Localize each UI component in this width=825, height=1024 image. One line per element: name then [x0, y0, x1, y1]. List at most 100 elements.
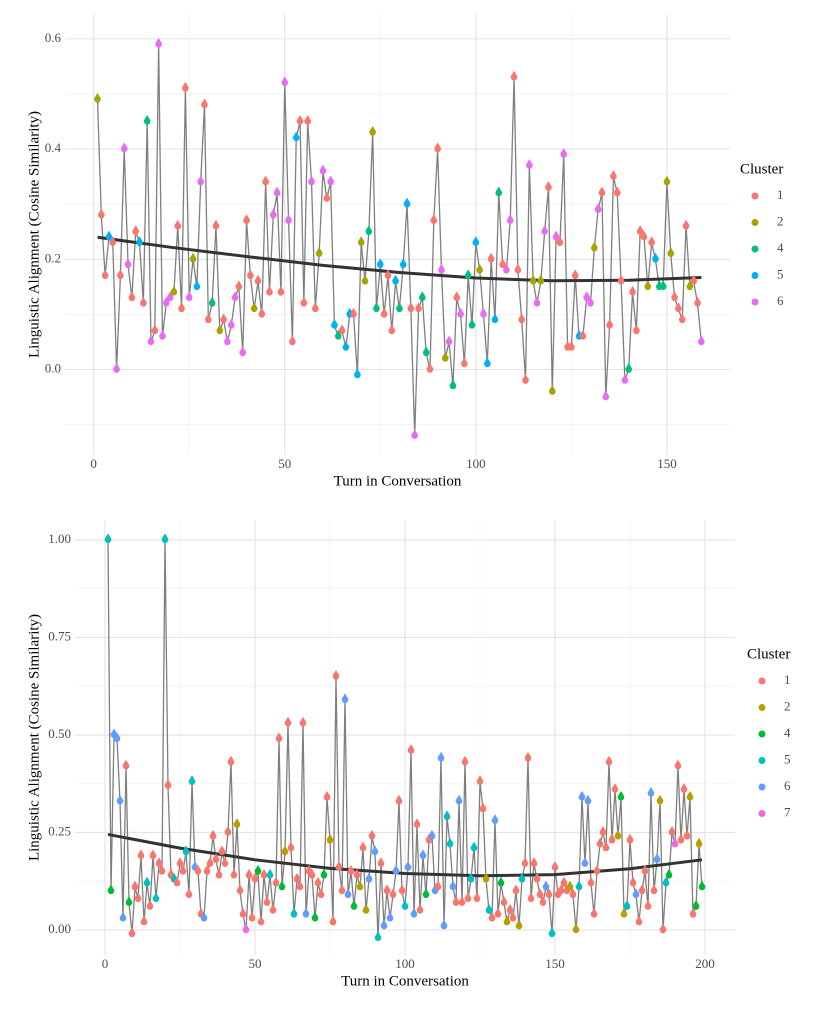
point	[472, 239, 480, 246]
point	[270, 212, 277, 219]
point	[698, 883, 706, 891]
point	[539, 899, 547, 906]
point	[476, 267, 483, 274]
point	[587, 880, 595, 887]
point	[243, 217, 250, 224]
point	[371, 848, 379, 856]
point	[395, 798, 403, 805]
point	[594, 206, 602, 213]
point	[317, 891, 325, 899]
y-axis-title: Linguistic Alignment (Cosine Similarity)	[26, 614, 42, 861]
point	[541, 228, 548, 235]
point	[659, 283, 667, 291]
point	[665, 872, 673, 879]
point	[164, 782, 172, 789]
point	[396, 305, 403, 313]
point	[220, 316, 227, 324]
point	[311, 915, 319, 922]
point	[368, 833, 376, 840]
point	[250, 305, 258, 313]
point	[629, 289, 636, 296]
point	[215, 872, 223, 879]
point	[146, 903, 154, 910]
point	[686, 283, 694, 291]
point	[109, 239, 116, 246]
point	[518, 876, 526, 883]
point	[572, 272, 579, 280]
point	[401, 903, 409, 910]
legend-label: 1	[784, 672, 791, 687]
point	[179, 868, 187, 875]
legend-label: 2	[777, 213, 784, 228]
point	[499, 261, 506, 269]
point	[101, 272, 109, 280]
point	[121, 145, 128, 153]
point	[440, 922, 448, 930]
point	[117, 272, 124, 280]
point	[354, 371, 361, 379]
point	[166, 294, 174, 302]
point	[413, 821, 421, 828]
point	[400, 261, 407, 269]
point	[422, 891, 430, 899]
x-tick-label: 100	[395, 956, 415, 971]
point	[495, 189, 502, 197]
point	[480, 311, 487, 318]
x-tick-label: 50	[249, 956, 262, 971]
point	[653, 856, 661, 864]
point	[392, 278, 399, 285]
legend-label: 2	[784, 698, 791, 713]
point	[277, 289, 285, 296]
x-tick-label: 0	[90, 456, 97, 471]
point	[236, 887, 244, 895]
point	[247, 272, 254, 280]
point	[341, 696, 349, 704]
point	[491, 316, 499, 324]
point	[218, 848, 226, 856]
legend-label: 6	[784, 778, 791, 793]
point	[314, 880, 322, 887]
x-tick-label: 100	[466, 456, 486, 471]
point	[350, 903, 358, 910]
point	[158, 868, 166, 875]
point	[407, 747, 415, 754]
point	[335, 333, 342, 340]
point	[530, 860, 538, 867]
point	[335, 864, 343, 871]
point	[128, 294, 136, 302]
point	[569, 891, 577, 899]
point	[614, 189, 621, 197]
point	[221, 860, 229, 867]
point	[357, 239, 365, 246]
point	[188, 778, 196, 785]
point	[625, 366, 632, 373]
point	[94, 96, 101, 103]
point	[608, 837, 616, 844]
point	[281, 848, 289, 856]
point	[518, 316, 525, 324]
point	[323, 195, 330, 202]
point	[419, 294, 426, 302]
point	[449, 883, 457, 891]
x-tick-label: 150	[545, 956, 565, 971]
point	[473, 895, 481, 903]
point	[258, 311, 266, 318]
legend-marker	[751, 219, 759, 226]
point	[675, 305, 682, 313]
point	[644, 283, 652, 291]
point	[507, 217, 514, 224]
point	[398, 887, 406, 895]
point	[611, 786, 619, 793]
point	[163, 300, 170, 307]
point	[326, 837, 334, 844]
point	[464, 895, 472, 903]
point	[289, 338, 296, 346]
point	[638, 887, 646, 895]
legend-marker	[751, 272, 759, 279]
x-tick-label: 150	[657, 456, 677, 471]
point	[293, 134, 300, 142]
point	[373, 305, 380, 313]
point	[591, 245, 598, 252]
point	[465, 272, 472, 280]
point	[677, 837, 685, 844]
